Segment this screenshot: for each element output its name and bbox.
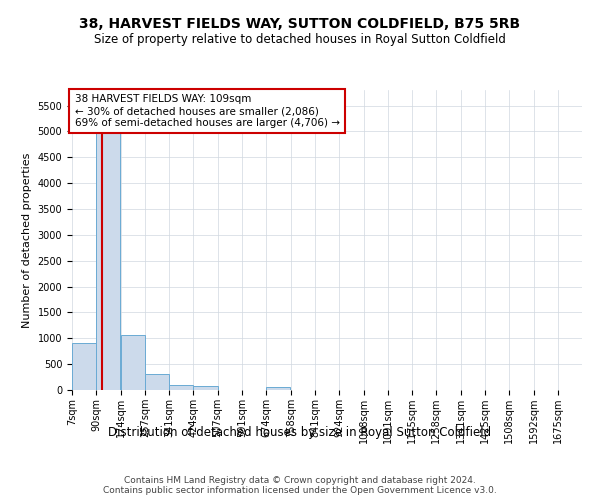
Text: 38, HARVEST FIELDS WAY, SUTTON COLDFIELD, B75 5RB: 38, HARVEST FIELDS WAY, SUTTON COLDFIELD…	[79, 18, 521, 32]
Text: Distribution of detached houses by size in Royal Sutton Coldfield: Distribution of detached houses by size …	[109, 426, 491, 439]
Bar	[72, 344, 96, 390]
Text: Size of property relative to detached houses in Royal Sutton Coldfield: Size of property relative to detached ho…	[94, 32, 506, 46]
Bar	[121, 335, 145, 390]
Bar	[266, 388, 290, 390]
Text: 38 HARVEST FIELDS WAY: 109sqm
← 30% of detached houses are smaller (2,086)
69% o: 38 HARVEST FIELDS WAY: 109sqm ← 30% of d…	[74, 94, 340, 128]
Y-axis label: Number of detached properties: Number of detached properties	[22, 152, 32, 328]
Text: Contains HM Land Registry data © Crown copyright and database right 2024.
Contai: Contains HM Land Registry data © Crown c…	[103, 476, 497, 495]
Bar	[145, 374, 169, 390]
Bar	[96, 106, 121, 390]
Bar	[193, 386, 218, 390]
Bar	[169, 385, 193, 390]
